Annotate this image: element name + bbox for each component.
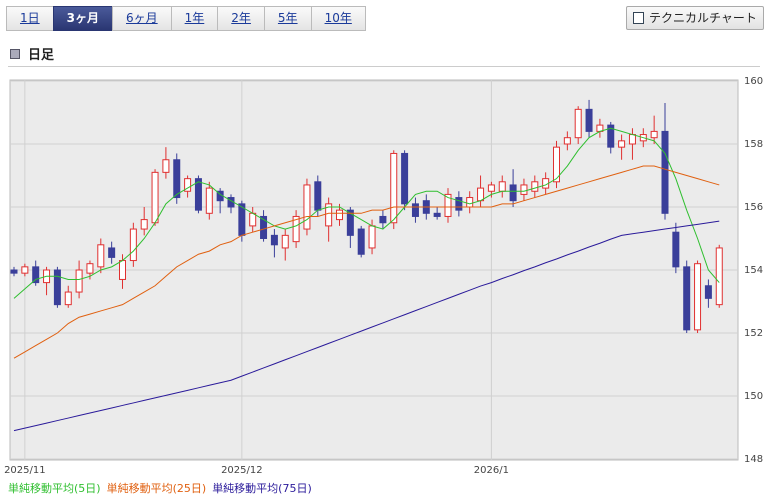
period-tab[interactable]: 1日 [6,6,54,31]
period-tab[interactable]: 2年 [217,6,265,31]
candle-body [433,212,441,217]
candle-body [151,171,159,224]
period-tab[interactable]: 6ヶ月 [112,6,172,31]
candle-body [140,219,148,230]
candle-body [21,266,29,274]
candle-body [119,260,126,280]
y-tick-label: 154 [744,265,763,276]
candle-body [650,130,658,139]
y-tick-label: 160 [744,76,763,87]
candle-body [694,263,702,331]
moving-average-line [13,220,720,432]
section-header: 日足 [8,44,760,67]
y-tick-label: 152 [744,328,763,339]
candle-body [205,187,213,214]
candle-body [32,266,40,284]
candle-body [520,184,528,195]
y-tick-label: 148 [744,454,763,465]
candle-body [64,291,72,306]
candle-body [401,152,409,205]
candle-body [368,225,376,249]
candle-body [86,263,94,274]
y-tick-label: 156 [744,202,763,213]
period-tab[interactable]: 10年 [310,6,366,31]
candle-body [704,285,712,299]
candle-body [411,203,419,217]
candle-body [444,193,452,217]
candle-body [509,184,517,202]
candle-body [628,134,636,145]
x-tick-label: 2025/11 [4,465,46,476]
candle-body [325,203,333,227]
candle-body [390,152,398,224]
candle-body [357,228,365,255]
candle-body [270,234,278,246]
legend-entry: 単純移動平均(5日) [8,481,101,495]
section-title: 日足 [28,48,55,63]
candle-body [10,269,18,274]
candle-body [379,215,387,224]
candle-body [531,181,539,192]
period-tab[interactable]: 3ヶ月 [52,6,113,31]
candle-body [314,181,322,211]
candle-body [487,184,495,192]
candle-body [553,146,560,183]
candle-body [129,228,137,262]
x-tick-label: 2026/1 [474,465,509,476]
period-tabs: 1日 3ヶ月 6ヶ月 1年 2年 5年 10年 [6,6,366,31]
legend-entry: 単純移動平均(25日) [107,481,207,495]
candle-body [607,124,615,148]
candle-body [53,269,61,306]
candle-body [194,178,202,211]
candle-body [281,234,289,249]
technical-chart-button[interactable]: テクニカルチャート [626,6,764,30]
candle-body [336,209,343,221]
candle-body [683,266,691,331]
y-tick-label: 158 [744,139,763,150]
candle-body [466,197,474,208]
candle-body [715,247,723,306]
candle-body [574,108,582,139]
legend-entry: 単純移動平均(75日) [212,481,312,495]
candle-body [618,140,626,148]
candle-body [75,269,83,293]
candle-body [498,181,506,192]
candle-body [184,178,192,192]
candle-body [346,209,354,236]
candle-body [672,231,680,268]
section-icon [10,49,20,59]
candle-body [303,184,311,230]
moving-average-line [13,127,720,299]
candle-body [108,247,116,258]
x-tick-label: 2025/12 [221,465,263,476]
candle-body [563,137,571,145]
candle-body [292,215,300,243]
candle-body [585,108,593,132]
y-tick-label: 150 [744,391,763,402]
candle-body [173,159,181,199]
candle-body [455,197,463,211]
candle-body [249,212,257,227]
moving-average-line [13,165,720,359]
candle-body [477,187,485,202]
candle-body [162,159,170,173]
candle-body [260,215,268,239]
candle-body [97,244,105,268]
candle-body [661,130,669,214]
